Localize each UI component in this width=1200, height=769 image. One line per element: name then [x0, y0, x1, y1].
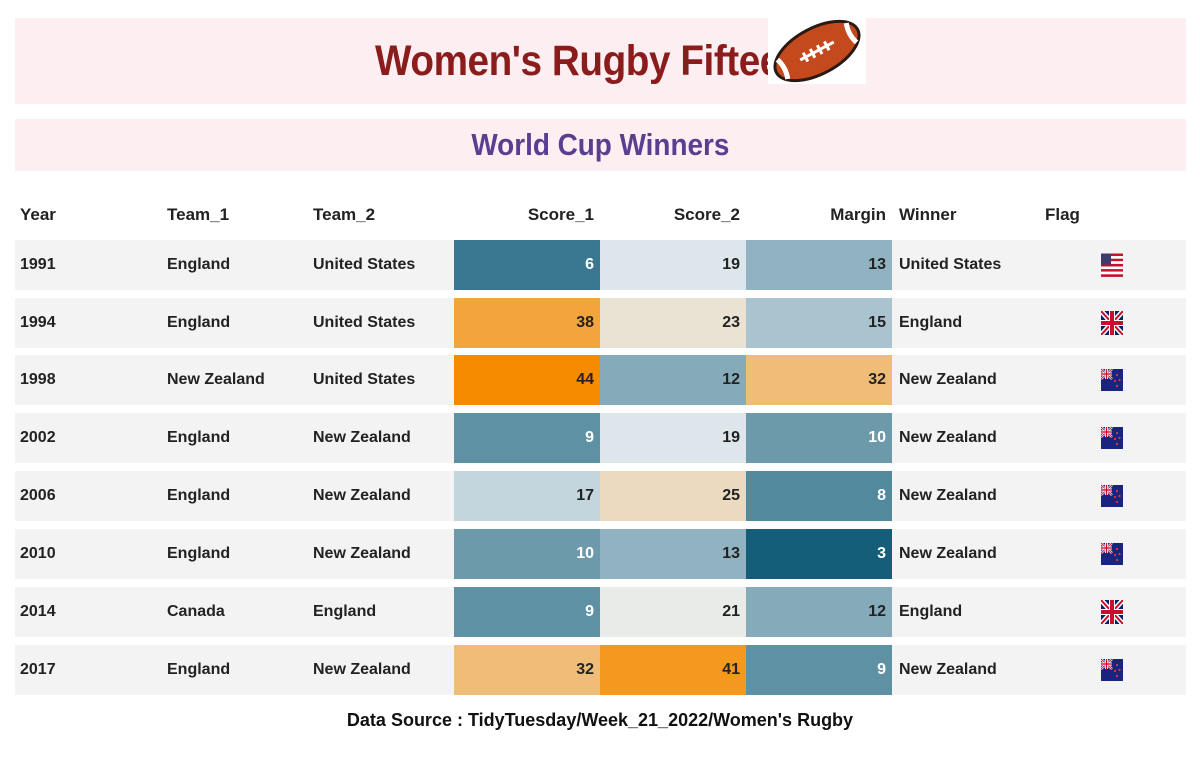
cell-team2: United States — [313, 256, 416, 273]
header-team2: Team_2 — [313, 205, 376, 224]
subtitle-banner: World Cup Winners — [15, 119, 1186, 171]
cell-margin: 15 — [746, 298, 892, 348]
cell-team1: England — [167, 429, 231, 446]
cell-team1: England — [167, 256, 231, 273]
cell-score1: 6 — [454, 240, 600, 290]
header-score1: Score_1 — [527, 205, 594, 224]
cell-winner: New Zealand — [899, 661, 997, 678]
cell-team2: New Zealand — [313, 487, 411, 504]
page-subtitle: World Cup Winners — [471, 127, 730, 162]
cell-score1: 10 — [454, 529, 600, 579]
cell-score1: 9 — [454, 587, 600, 637]
cell-team1: England — [167, 314, 231, 331]
header-winner: Winner — [899, 205, 957, 224]
cell-year: 2017 — [20, 661, 56, 678]
cell-year: 2006 — [20, 487, 56, 504]
cell-score1: 32 — [454, 645, 600, 695]
cell-score2: 25 — [600, 471, 746, 521]
rugby-ball-icon — [768, 18, 866, 84]
header-score2: Score_2 — [673, 205, 740, 224]
header-flag: Flag — [1045, 205, 1080, 224]
cell-score2: 19 — [600, 413, 746, 463]
header-team1: Team_1 — [167, 205, 230, 224]
data-source: Data Source : TidyTuesday/Week_21_2022/W… — [346, 710, 854, 730]
us-flag-icon — [1101, 253, 1123, 277]
cell-team2: New Zealand — [313, 661, 411, 678]
uk-flag-icon — [1099, 598, 1125, 626]
cell-score2: 41 — [600, 645, 746, 695]
cell-score1: 44 — [454, 355, 600, 405]
cell-margin: 32 — [746, 355, 892, 405]
cell-winner: United States — [899, 256, 1002, 273]
cell-winner: New Zealand — [899, 371, 997, 388]
cell-margin: 12 — [746, 587, 892, 637]
cell-winner: New Zealand — [899, 429, 997, 446]
cell-team2: New Zealand — [313, 545, 411, 562]
cell-year: 1998 — [20, 371, 56, 388]
cell-year: 2014 — [20, 603, 56, 620]
cell-score2: 19 — [600, 240, 746, 290]
nz-flag-icon — [1100, 426, 1123, 450]
cell-margin: 10 — [746, 413, 892, 463]
title-banner: Women's Rugby Fifteens — [15, 18, 1186, 104]
cell-score2: 12 — [600, 355, 746, 405]
cell-year: 2010 — [20, 545, 56, 562]
nz-flag-icon — [1100, 368, 1123, 392]
cell-margin: 8 — [746, 471, 892, 521]
cell-year: 2002 — [20, 429, 56, 446]
nz-flag-icon — [1100, 484, 1123, 508]
cell-team1: Canada — [167, 603, 225, 620]
cell-score2: 23 — [600, 298, 746, 348]
nz-flag-icon — [1100, 658, 1123, 682]
cell-team1: England — [167, 487, 231, 504]
header-year: Year — [20, 205, 56, 224]
cell-margin: 9 — [746, 645, 892, 695]
cell-team1: New Zealand — [167, 371, 265, 388]
cell-winner: England — [899, 603, 963, 620]
cell-team2: United States — [313, 371, 416, 388]
cell-team2: England — [313, 603, 377, 620]
cell-team1: England — [167, 545, 231, 562]
page-title: Women's Rugby Fifteens — [375, 36, 826, 85]
cell-year: 1994 — [20, 314, 56, 331]
cell-margin: 13 — [746, 240, 892, 290]
cell-winner: New Zealand — [899, 545, 997, 562]
cell-team2: New Zealand — [313, 429, 411, 446]
cell-score2: 13 — [600, 529, 746, 579]
cell-winner: New Zealand — [899, 487, 997, 504]
cell-team2: United States — [313, 314, 416, 331]
cell-score1: 17 — [454, 471, 600, 521]
nz-flag-icon — [1100, 542, 1123, 566]
cell-margin: 3 — [746, 529, 892, 579]
cell-score2: 21 — [600, 587, 746, 637]
cell-score1: 38 — [454, 298, 600, 348]
uk-flag-icon — [1099, 309, 1125, 337]
cell-winner: England — [899, 314, 963, 331]
cell-year: 1991 — [20, 256, 56, 273]
header-margin: Margin — [830, 205, 886, 224]
cell-score1: 9 — [454, 413, 600, 463]
cell-team1: England — [167, 661, 231, 678]
